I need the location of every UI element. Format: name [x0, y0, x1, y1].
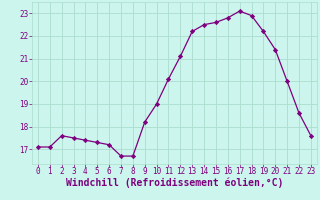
X-axis label: Windchill (Refroidissement éolien,°C): Windchill (Refroidissement éolien,°C) [66, 178, 283, 188]
